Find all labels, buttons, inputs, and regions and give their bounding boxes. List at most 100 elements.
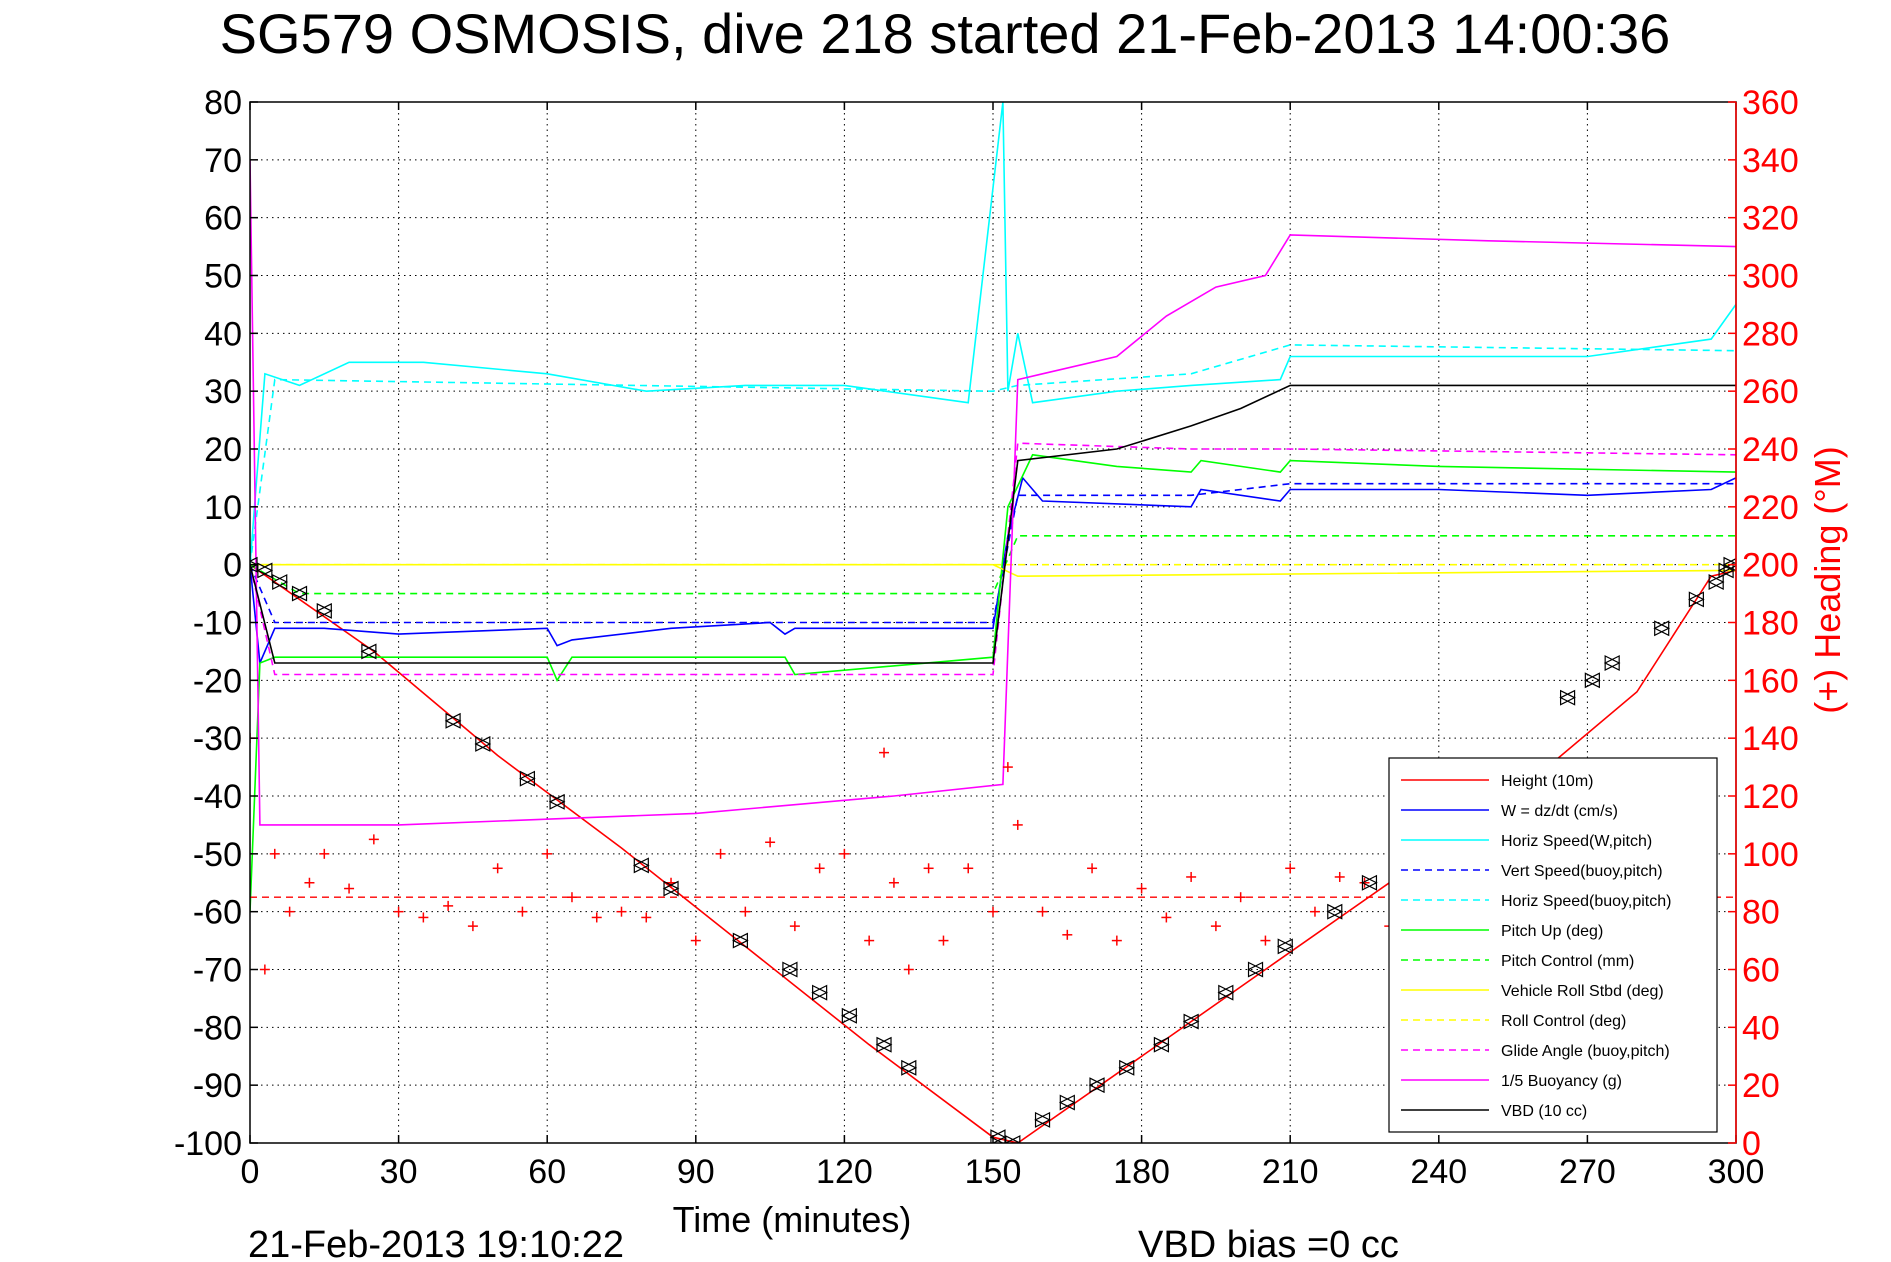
y-tick-label: -10 xyxy=(193,605,242,643)
height-marker xyxy=(1276,938,1294,955)
height-marker xyxy=(1247,961,1264,978)
heading-point xyxy=(616,906,627,917)
heading-point xyxy=(789,921,800,932)
y-tick-label: 40 xyxy=(204,315,242,353)
series-line-1 xyxy=(250,476,1736,667)
legend-entry: Vert Speed(buoy,pitch) xyxy=(1501,863,1663,880)
y-right-tick-label: 300 xyxy=(1742,258,1799,296)
y-tick-label: 80 xyxy=(204,84,242,122)
height-marker xyxy=(1217,984,1235,1001)
height-marker xyxy=(1034,1111,1051,1128)
heading-point xyxy=(1334,871,1345,882)
heading-point xyxy=(1210,921,1221,932)
y-tick-label: 70 xyxy=(204,142,242,180)
chart-title: SG579 OSMOSIS, dive 218 started 21-Feb-2… xyxy=(220,2,1671,65)
y-tick-label: -20 xyxy=(193,662,242,700)
heading-point xyxy=(963,863,974,874)
height-marker xyxy=(1603,655,1621,671)
height-marker xyxy=(256,562,274,579)
heading-point xyxy=(566,892,577,903)
height-marker xyxy=(1118,1059,1136,1076)
legend-entry: Vehicle Roll Stbd (deg) xyxy=(1501,983,1664,1000)
y-right-tick-label: 280 xyxy=(1742,315,1799,353)
legend: Height (10m) W = dz/dt (cm/s) Horiz Speed(… xyxy=(1388,757,1718,1133)
legend-entry: Pitch Up (deg) xyxy=(1501,923,1603,940)
x-axis-label: Time (minutes) xyxy=(673,1199,912,1240)
y-right-tick-label: 320 xyxy=(1742,200,1799,238)
heading-point xyxy=(1309,906,1320,917)
heading-point xyxy=(1012,819,1023,830)
y-tick-label: -80 xyxy=(193,1009,242,1047)
heading-point xyxy=(1062,929,1073,940)
heading-point xyxy=(923,863,934,874)
x-tick-label: 240 xyxy=(1410,1153,1467,1191)
heading-point xyxy=(1002,762,1013,773)
heading-point xyxy=(319,848,330,859)
y-right-tick-label: 160 xyxy=(1742,662,1799,700)
heading-point xyxy=(259,964,270,975)
heading-point xyxy=(443,900,454,911)
y-tick-label: -50 xyxy=(193,836,242,874)
y-axis-right-label: (+) Heading (°M) xyxy=(1807,446,1848,713)
height-marker xyxy=(1058,1094,1076,1111)
heading-point xyxy=(304,877,315,888)
height-marker xyxy=(900,1059,918,1076)
legend-entry: VBD (10 cc) xyxy=(1501,1103,1587,1120)
heading-point xyxy=(517,906,528,917)
y-right-tick-label: 140 xyxy=(1742,720,1799,758)
heading-point xyxy=(938,935,949,946)
height-marker xyxy=(1584,672,1601,689)
y-tick-label: -70 xyxy=(193,952,242,990)
heading-point xyxy=(1037,906,1048,917)
heading-point xyxy=(467,921,478,932)
legend-entry: W = dz/dt (cm/s) xyxy=(1501,803,1618,820)
heading-point xyxy=(1136,883,1147,894)
height-marker xyxy=(1153,1036,1170,1053)
series-line-10 xyxy=(250,159,1736,826)
series-line-11 xyxy=(250,384,1736,664)
height-marker xyxy=(548,793,566,810)
heading-point xyxy=(814,863,825,874)
heading-point xyxy=(368,834,379,845)
series-line-9 xyxy=(250,442,1736,676)
heading-point xyxy=(284,906,295,917)
y-tick-label: 20 xyxy=(204,431,242,469)
y-right-tick-label: 200 xyxy=(1742,547,1799,585)
y-right-tick-label: 60 xyxy=(1742,952,1780,990)
y-tick-label: 10 xyxy=(204,489,242,527)
height-marker xyxy=(1559,689,1576,706)
height-marker xyxy=(1004,1135,1022,1143)
y-tick-label: 0 xyxy=(223,547,242,585)
heading-point xyxy=(1359,877,1370,888)
heading-point xyxy=(591,912,602,923)
height-marker xyxy=(1326,903,1344,920)
y-tick-label: -30 xyxy=(193,720,242,758)
heading-point xyxy=(1235,892,1246,903)
heading-point xyxy=(492,863,503,874)
x-tick-label: 150 xyxy=(965,1153,1022,1191)
legend-entry: Roll Control (deg) xyxy=(1501,1013,1626,1030)
height-marker xyxy=(271,574,289,590)
y-right-tick-label: 40 xyxy=(1742,1009,1780,1047)
heading-point xyxy=(344,883,355,894)
heading-point xyxy=(740,906,751,917)
heading-point xyxy=(1111,935,1122,946)
x-tick-label: 300 xyxy=(1708,1153,1765,1191)
y-tick-label: 50 xyxy=(204,258,242,296)
y-right-tick-label: 0 xyxy=(1742,1125,1761,1163)
legend-entry: Horiz Speed(W,pitch) xyxy=(1501,833,1652,850)
heading-point xyxy=(1186,871,1197,882)
heading-point xyxy=(1087,863,1098,874)
height-marker xyxy=(519,770,536,787)
y-tick-label: -40 xyxy=(193,778,242,816)
legend-entry: Height (10m) xyxy=(1501,773,1593,790)
x-tick-label: 270 xyxy=(1559,1153,1616,1191)
x-tick-label: 60 xyxy=(528,1153,566,1191)
height-marker xyxy=(360,643,378,660)
height-marker xyxy=(444,712,462,729)
height-marker xyxy=(1707,574,1725,590)
x-tick-label: 0 xyxy=(241,1153,260,1191)
height-marker xyxy=(632,857,650,874)
height-marker xyxy=(291,585,308,602)
